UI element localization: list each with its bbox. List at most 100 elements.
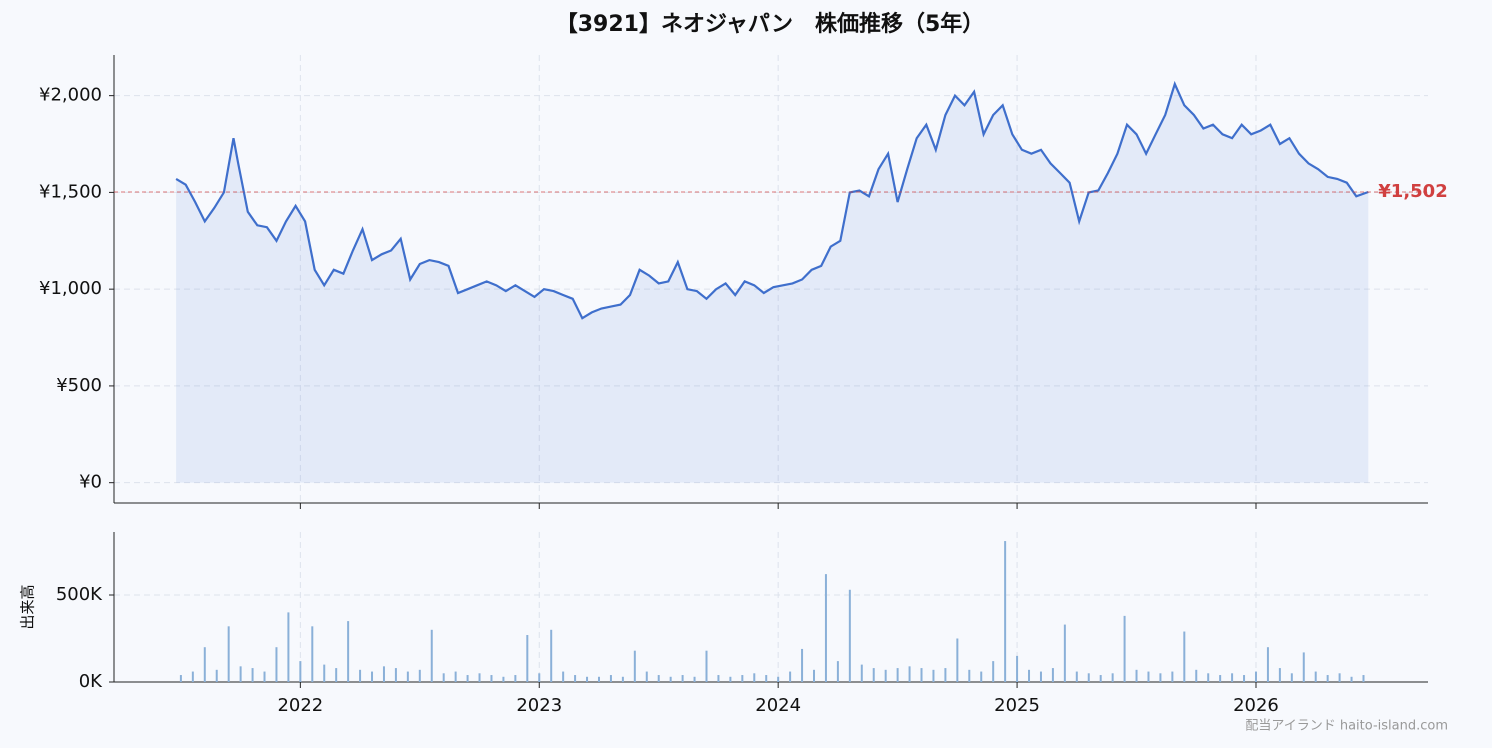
volume-bar <box>1123 615 1126 682</box>
volume-bar <box>442 673 445 682</box>
volume-bar <box>502 676 505 682</box>
volume-bar <box>275 647 278 682</box>
volume-bar <box>1266 647 1269 682</box>
x-tick-label: 2023 <box>516 695 562 716</box>
volume-bar <box>239 666 242 682</box>
volume-bar <box>621 676 624 682</box>
volume-bar <box>645 671 648 682</box>
y-tick-label: 0K <box>79 671 103 692</box>
volume-bar <box>1195 669 1198 682</box>
volume-bar <box>406 671 409 682</box>
volume-bar <box>191 671 194 682</box>
volume-bar <box>920 668 923 682</box>
volume-bar <box>813 669 816 682</box>
volume-bar <box>657 675 660 682</box>
volume-bar <box>371 671 374 682</box>
y-tick-label: ¥500 <box>56 375 102 396</box>
volume-bar <box>1326 675 1329 682</box>
volume-bar <box>765 675 768 682</box>
area-fill <box>176 84 1369 483</box>
volume-bar <box>1183 631 1186 682</box>
x-tick-label: 2026 <box>1233 695 1279 716</box>
volume-bar <box>597 676 600 682</box>
volume-bar <box>681 675 684 682</box>
volume-bar <box>705 650 708 682</box>
volume-bar <box>1278 668 1281 682</box>
volume-bar <box>466 675 469 682</box>
volume-bar <box>980 671 983 682</box>
x-tick-label: 2024 <box>755 695 801 716</box>
volume-bar <box>1099 675 1102 682</box>
volume-bar <box>1338 673 1341 682</box>
volume-bar <box>848 589 851 682</box>
volume-bar <box>1243 675 1246 682</box>
volume-bar <box>1111 673 1114 682</box>
y-tick-label: ¥1,000 <box>39 278 102 299</box>
volume-bar <box>227 626 230 682</box>
volume-bar <box>1314 671 1317 682</box>
volume-bar <box>538 673 541 682</box>
volume-bar <box>1159 673 1162 682</box>
volume-bar <box>908 666 911 682</box>
volume-bar <box>669 676 672 682</box>
volume-bar <box>633 650 636 682</box>
y-tick-label: ¥0 <box>79 472 102 493</box>
volume-bar <box>526 635 529 682</box>
price-line <box>175 80 1369 320</box>
volume-bar <box>1028 669 1031 682</box>
volume-bar <box>251 668 254 682</box>
volume-bar <box>860 664 863 682</box>
y-axis-label: 出来高 <box>19 584 37 629</box>
volume-bar <box>896 668 899 682</box>
volume-bar <box>1016 655 1019 682</box>
volume-bar <box>777 676 780 682</box>
volume-bar <box>717 675 720 682</box>
volume-bar <box>215 669 218 682</box>
volume-bar <box>382 666 385 682</box>
volume-bar <box>1135 669 1138 682</box>
reference-label: ¥1,502 <box>1378 181 1447 202</box>
volume-bar <box>478 673 481 682</box>
volume-bar <box>872 668 875 682</box>
volume-bar <box>992 661 995 682</box>
volume-bar <box>562 671 565 682</box>
volume-bar <box>418 669 421 682</box>
volume-bar <box>287 612 290 682</box>
volume-bar <box>1147 671 1150 682</box>
volume-bar <box>1051 668 1054 682</box>
volume-bar <box>741 675 744 682</box>
volume-bar <box>323 664 326 682</box>
volume-bar <box>1075 671 1078 682</box>
volume-bar <box>789 671 792 682</box>
volume-bar <box>263 671 266 682</box>
volume-bar <box>1207 673 1210 682</box>
volume-bar <box>1219 675 1222 682</box>
volume-bar <box>1231 673 1234 682</box>
volume-bar <box>836 661 839 682</box>
volume-bar <box>574 675 577 682</box>
volume-bar <box>454 671 457 682</box>
y-tick-label: ¥2,000 <box>39 85 102 106</box>
volume-bar <box>1087 673 1090 682</box>
volume-bar <box>490 675 493 682</box>
volume-bar <box>801 648 804 682</box>
y-tick-label: 500K <box>56 584 103 605</box>
volume-bar <box>693 676 696 682</box>
volume-bar <box>311 626 314 682</box>
watermark: 配当アイランド haito-island.com <box>1245 719 1448 734</box>
volume-bar <box>299 661 302 682</box>
chart-title: 【3921】ネオジャパン 株価推移（5年） <box>556 11 985 37</box>
volume-bar <box>824 574 827 682</box>
volume-bar <box>753 673 756 682</box>
volume-bar <box>884 669 887 682</box>
volume-bar <box>729 676 732 682</box>
volume-bar <box>430 629 433 682</box>
volume-bar <box>335 668 338 682</box>
volume-bar <box>550 629 553 682</box>
volume-bar <box>179 675 182 682</box>
volume-bar <box>1171 671 1174 682</box>
y-tick-label: ¥1,500 <box>39 181 102 202</box>
volume-bar <box>1039 671 1042 682</box>
volume-bar <box>932 669 935 682</box>
